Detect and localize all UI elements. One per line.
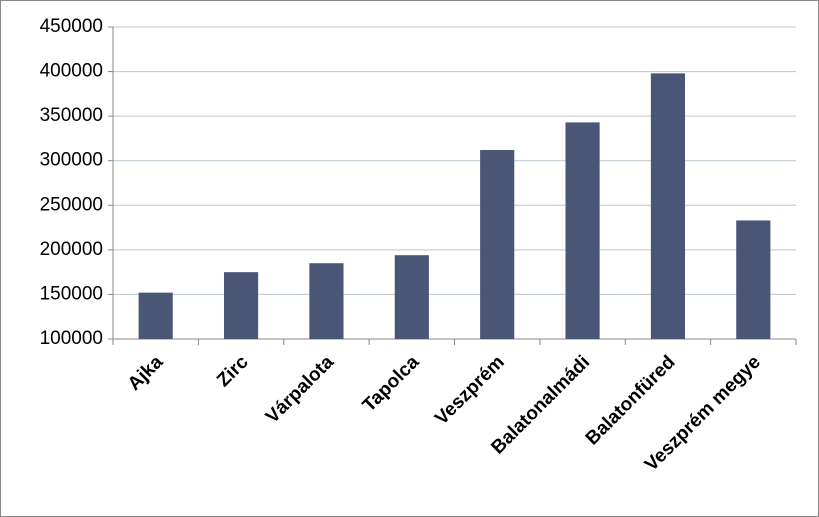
y-tick-label: 100000 [40, 328, 103, 349]
bar [565, 122, 600, 339]
y-tick-label: 450000 [40, 16, 103, 37]
bar [480, 150, 515, 339]
bar [309, 263, 344, 339]
bar [138, 292, 173, 339]
y-tick-label: 400000 [40, 61, 103, 82]
y-tick-label: 250000 [40, 194, 103, 215]
bar [394, 255, 429, 339]
y-tick-label: 200000 [40, 239, 103, 260]
bar [736, 220, 771, 339]
y-tick-label: 150000 [40, 283, 103, 304]
bar [223, 272, 259, 339]
y-tick-label: 300000 [40, 150, 103, 171]
y-tick-label: 350000 [40, 105, 103, 126]
bar [650, 73, 686, 340]
